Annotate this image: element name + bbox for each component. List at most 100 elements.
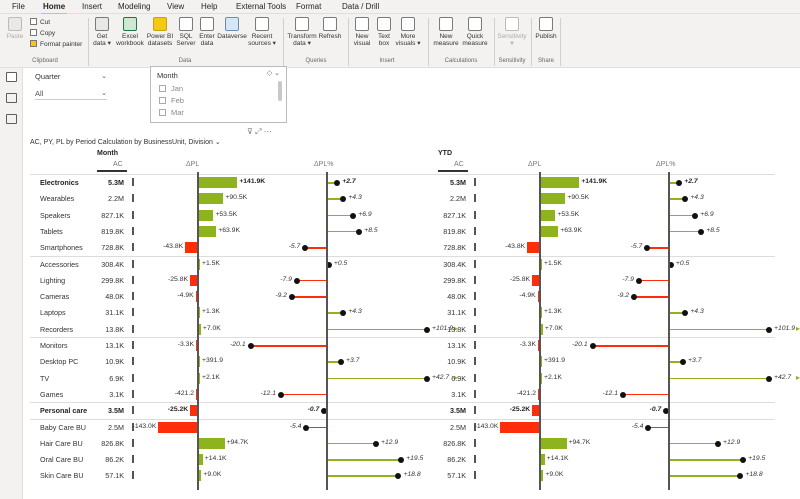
ac-value: 308.4K: [443, 259, 466, 269]
col-dpl-ytd: ΔPL: [528, 161, 542, 168]
dpl-label: +1.5K: [202, 259, 220, 267]
pct-label: +4.3: [348, 194, 362, 202]
insert-group-label: Insert: [379, 58, 395, 64]
paste-label: Paste: [6, 33, 24, 40]
data-group-label: Data: [178, 58, 192, 64]
pct-dot: [692, 212, 699, 219]
pct-pin: [669, 475, 741, 477]
ac-value: 299.8K: [443, 275, 466, 285]
ac-bar-marker: [474, 292, 476, 301]
row-name: Lighting: [40, 275, 66, 285]
col-dpl-month: ΔPL: [186, 161, 200, 168]
menu-help[interactable]: Help: [201, 2, 218, 11]
text-box-button[interactable]: Text box: [374, 17, 394, 47]
new-visual-label: New visual: [353, 33, 371, 47]
paste-button[interactable]: Paste: [4, 17, 26, 40]
pct-dot: [737, 473, 744, 480]
new-measure-button[interactable]: New measure: [432, 17, 460, 47]
pct-pin: [669, 377, 769, 380]
pct-dot: [682, 310, 689, 317]
text-box-label: Text box: [378, 33, 390, 47]
month-option-feb[interactable]: Feb: [159, 96, 184, 105]
menu-file[interactable]: File: [12, 2, 25, 11]
menu-modeling[interactable]: Modeling: [118, 2, 151, 11]
publish-button[interactable]: Publish: [534, 17, 558, 40]
ac-bar-marker: [474, 243, 476, 252]
dpl-label: -25.8K: [510, 275, 531, 283]
refresh-button[interactable]: Refresh: [318, 17, 342, 40]
month-option-label: Mar: [171, 108, 184, 117]
ac-value: 819.8K: [101, 226, 124, 236]
slicer-header-icons[interactable]: ◇ ⌄: [266, 70, 280, 77]
ac-bar-marker: [474, 178, 476, 186]
group-separator: [348, 18, 349, 66]
more-visuals-button[interactable]: More visuals ▾: [395, 17, 421, 47]
quarter-dropdown[interactable]: All ⌄: [35, 89, 107, 100]
format-painter-button[interactable]: Format painter: [30, 40, 82, 48]
row-name: Desktop PC: [40, 357, 79, 367]
menu-insert[interactable]: Insert: [82, 2, 103, 11]
menu-format[interactable]: Format: [296, 2, 322, 11]
month-option-mar[interactable]: Mar: [159, 108, 184, 117]
pct-label: -7.9: [622, 275, 634, 283]
menu-home[interactable]: Home: [40, 2, 68, 15]
ac-value: 57.1K: [105, 471, 124, 481]
section-ytd: YTD: [438, 150, 452, 157]
row-name: Tablets: [40, 226, 63, 236]
menu-view[interactable]: View: [167, 2, 185, 11]
copy-button[interactable]: Copy: [30, 29, 55, 37]
ac-bar-marker: [132, 341, 134, 349]
quick-measure-button[interactable]: Quick measure: [461, 17, 489, 47]
dpl-label: -25.2K: [167, 406, 189, 414]
chevron-down-icon[interactable]: ⌄: [214, 139, 221, 146]
data-view-icon[interactable]: [6, 93, 17, 103]
ac-value: 819.8K: [443, 226, 466, 236]
quarter-dropdown-top[interactable]: ⌄: [35, 72, 107, 83]
new-visual-button[interactable]: New visual: [351, 17, 373, 47]
pct-label: -7.9: [280, 275, 292, 283]
powerbi-datasets-button[interactable]: Power BI datasets: [146, 17, 174, 47]
model-view-icon[interactable]: [6, 114, 17, 124]
row-name: Smartphones: [40, 243, 83, 253]
row-divider: [30, 255, 775, 257]
slicer-scrollbar[interactable]: [278, 81, 282, 101]
visual-header-icons[interactable]: ⊽ ⤢ ⋯: [247, 127, 272, 136]
ac-bar-marker: [474, 259, 476, 268]
ac-value: 13.8K: [447, 324, 466, 334]
pct-dot: [340, 310, 347, 317]
quick-measure-label: Quick measure: [462, 33, 488, 47]
sql-server-icon: [179, 17, 193, 31]
report-view-icon[interactable]: [6, 72, 17, 82]
col-dplp-ytd: ΔPL%: [656, 161, 676, 168]
ac-value: 826.8K: [101, 438, 124, 448]
powerbi-icon: [153, 17, 167, 31]
enter-data-button[interactable]: Enter data: [197, 17, 217, 47]
pct-pin: [669, 230, 702, 233]
dpl-label: +63.9K: [218, 226, 240, 234]
transform-data-button[interactable]: Transform data ▾: [287, 17, 317, 47]
pct-label: +8.5: [364, 226, 378, 234]
ac-bar-marker: [132, 357, 134, 366]
month-option-jan[interactable]: Jan: [159, 84, 183, 93]
ac-value: 13.1K: [447, 341, 466, 350]
month-option-label: Jan: [171, 84, 184, 93]
ac-bar-marker: [474, 194, 476, 203]
pct-dot: [303, 424, 310, 431]
menu-external-tools[interactable]: External Tools: [236, 2, 287, 11]
dpl-label: +94.7K: [226, 438, 249, 446]
cut-button[interactable]: Cut: [30, 18, 50, 26]
sql-server-button[interactable]: SQL Server: [175, 17, 197, 47]
pct-label: +101.9: [432, 324, 453, 332]
pct-dot: [356, 228, 363, 235]
excel-workbook-button[interactable]: Excel workbook: [116, 17, 144, 47]
dataverse-button[interactable]: Dataverse: [217, 17, 247, 40]
get-data-button[interactable]: Get data ▾: [90, 17, 114, 47]
month-slicer[interactable]: Month ◇ ⌄ Jan Feb Mar: [150, 66, 287, 123]
recent-sources-button[interactable]: Recent sources ▾: [248, 17, 276, 47]
dpl-label: +391.9: [202, 357, 223, 365]
pct-dot: [424, 326, 430, 333]
sensitivity-button[interactable]: Sensitivity ▾: [497, 17, 527, 47]
menu-data-drill[interactable]: Data / Drill: [342, 2, 380, 11]
chevron-down-icon: ⌄: [101, 90, 107, 97]
pct-label: +12.9: [381, 438, 399, 446]
